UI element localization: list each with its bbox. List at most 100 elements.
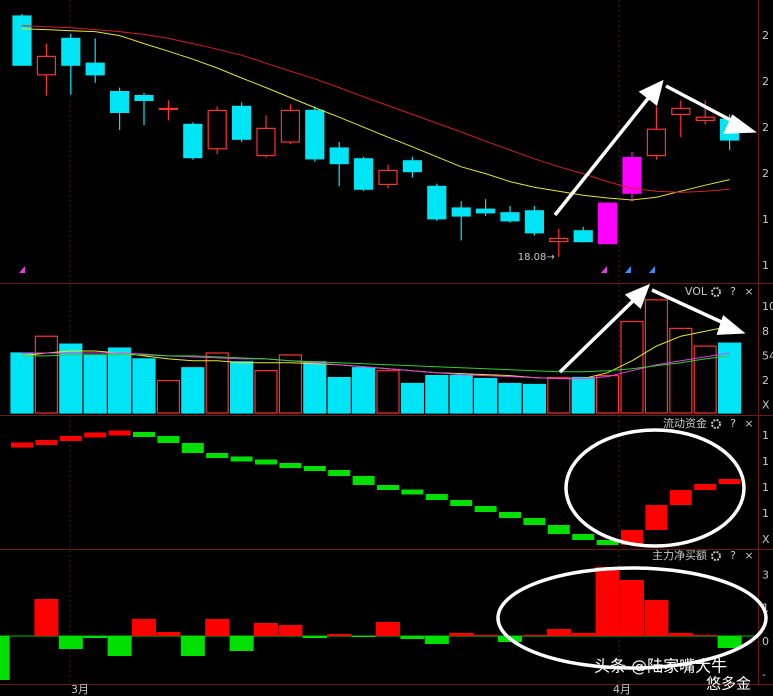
signal <box>625 266 631 273</box>
flow-step <box>718 479 741 484</box>
flow-step <box>181 443 204 453</box>
flow-step <box>523 518 546 525</box>
flow-step <box>157 436 180 443</box>
volume-bar <box>10 352 34 414</box>
flow-step <box>401 489 424 495</box>
volume-bar <box>693 345 717 414</box>
net-buy-bar <box>229 636 254 651</box>
axis-label: - <box>762 668 766 681</box>
settings-icon[interactable] <box>711 551 721 561</box>
flow-step <box>279 463 302 468</box>
candle-body <box>573 230 593 243</box>
axis-label: X <box>762 399 770 412</box>
candle-body <box>305 109 325 160</box>
net-buy-bar <box>83 636 108 638</box>
flow-step <box>206 453 229 458</box>
net-buy-bar <box>351 636 376 637</box>
axis-label: 54 <box>762 349 773 362</box>
flow-step <box>328 470 351 476</box>
axis-label: 2 <box>762 75 769 88</box>
panel-title: 主力净买额 <box>652 548 707 562</box>
candle-body <box>500 212 520 222</box>
close-button[interactable]: × <box>744 285 753 298</box>
signals <box>19 266 655 273</box>
volume-bar <box>34 335 59 414</box>
candle-body <box>85 62 105 76</box>
volume-bar <box>156 379 180 414</box>
axis-label: 0 <box>762 635 769 648</box>
ma-line <box>22 354 730 373</box>
candle-body <box>427 185 447 220</box>
net-buy-bar <box>693 635 718 636</box>
settings-icon[interactable] <box>711 287 721 297</box>
annotations <box>496 79 768 670</box>
net-buy-bar <box>132 619 156 636</box>
x-label: 4月 <box>613 683 631 696</box>
net-buy-bar <box>156 632 181 636</box>
flow-step <box>669 490 692 505</box>
net-buy-bar <box>302 636 327 638</box>
candle-body <box>329 147 349 165</box>
flow-step <box>474 506 497 512</box>
candle-body <box>402 160 422 173</box>
axis-label: 1 <box>762 455 769 468</box>
panel-title: 流动资金 <box>663 416 707 430</box>
help-button[interactable]: ? <box>730 285 736 298</box>
flow-step <box>377 485 399 490</box>
candle-body <box>622 157 642 194</box>
net-buy-bar <box>522 635 547 636</box>
volume-bar <box>400 382 424 414</box>
volume-bar <box>620 320 644 414</box>
highlight-ellipse <box>496 566 768 670</box>
candle-body <box>232 105 252 140</box>
volume-bar <box>595 375 620 414</box>
volume-bar <box>449 375 473 414</box>
ma-line <box>21 25 730 193</box>
help-button[interactable]: ? <box>730 549 736 562</box>
close-button[interactable]: × <box>744 417 753 430</box>
settings-icon[interactable] <box>711 419 721 429</box>
arrow <box>665 84 739 126</box>
net-buy-bar <box>107 636 132 656</box>
flow-step <box>694 484 717 490</box>
net-buy-bar <box>644 600 669 636</box>
candle-body <box>597 202 618 245</box>
volume-bar <box>669 327 693 414</box>
axis-label: 2 <box>762 29 769 42</box>
candle-body <box>646 128 667 157</box>
flow-step <box>230 456 253 462</box>
flow-step <box>59 436 82 441</box>
flow-step <box>11 442 33 448</box>
help-button[interactable]: ? <box>730 417 736 430</box>
net-buy-bar <box>473 635 498 636</box>
volume-bar <box>230 361 254 414</box>
candle-body <box>671 107 691 116</box>
flow-step <box>35 440 58 445</box>
net-buy-bar <box>278 625 303 636</box>
flow-step <box>303 466 326 471</box>
volume-bar <box>303 361 327 414</box>
volume-bar <box>352 367 376 414</box>
flow-step <box>572 534 595 540</box>
volume-bar <box>132 358 156 414</box>
flow-step <box>84 432 107 438</box>
volume-bar <box>278 354 302 414</box>
candle-body <box>476 208 496 214</box>
arrow-head <box>638 79 664 107</box>
axis-label: 2 <box>762 374 769 387</box>
net-buy-bar <box>376 622 400 636</box>
axis-label: 3 <box>762 568 769 581</box>
axis-label: 1 <box>762 507 769 520</box>
candle-body <box>354 158 374 190</box>
close-button[interactable]: × <box>744 549 753 562</box>
flow-step <box>499 512 521 518</box>
flow-step <box>645 505 668 530</box>
flow-step <box>547 525 570 534</box>
axis-label: 8 <box>762 325 769 338</box>
candle-body <box>451 207 471 217</box>
flow-step <box>596 540 619 545</box>
net-buy-bar <box>254 623 278 636</box>
